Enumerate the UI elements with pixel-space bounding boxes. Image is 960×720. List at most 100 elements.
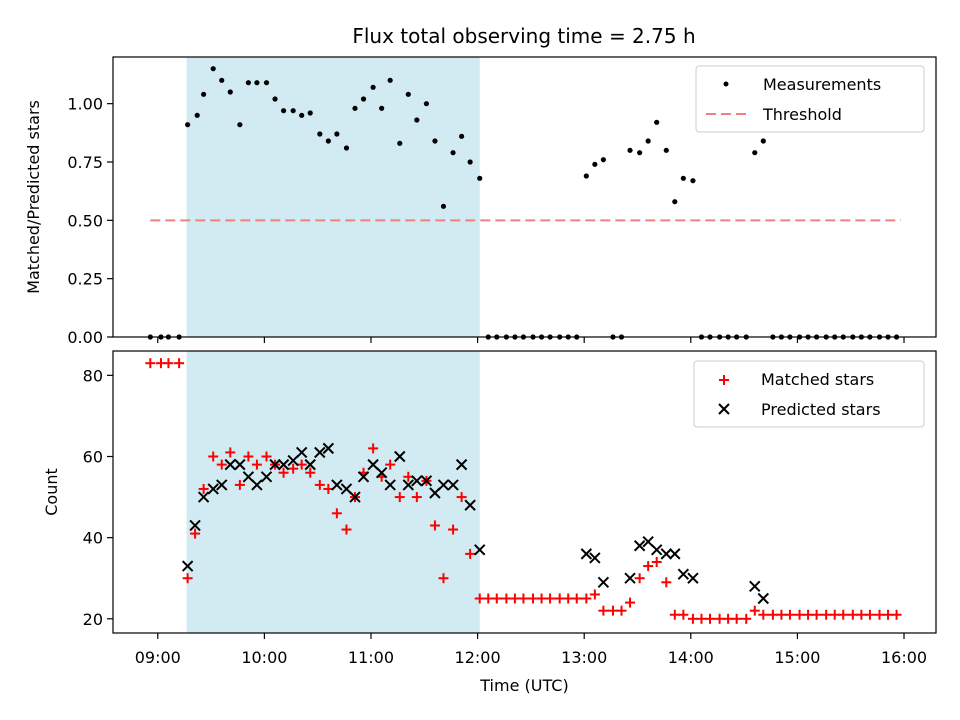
measurement-point — [325, 138, 331, 144]
matched-star-point — [501, 593, 512, 604]
top-legend: Measurements Threshold — [695, 65, 925, 133]
matched-star-point — [174, 358, 185, 369]
measurement-point — [397, 140, 403, 146]
top-y-tick-label: 0.00 — [67, 328, 103, 347]
predicted-marker-b — [420, 475, 433, 487]
matched-star-point — [589, 589, 600, 600]
predicted-marker-b — [597, 576, 610, 588]
matched-star-points — [145, 358, 902, 624]
measurement-point — [263, 80, 270, 86]
matched-star-point — [821, 609, 832, 620]
matched-star-point — [163, 358, 174, 369]
matched-star-point — [234, 479, 245, 490]
predicted-marker-b — [331, 479, 343, 491]
predicted-star-point — [687, 572, 699, 584]
predicted-marker-b — [633, 540, 646, 552]
predicted-marker-b — [411, 475, 423, 487]
bottom-legend: Matched stars Predicted stars — [693, 360, 925, 428]
predicted-marker-b — [181, 560, 194, 572]
matched-star-point — [448, 524, 459, 535]
legend-measurements-marker — [723, 81, 729, 87]
predicted-star-point — [447, 479, 459, 491]
predicted-marker-b — [402, 479, 415, 491]
matched-star-point — [190, 528, 201, 539]
matched-star-point — [758, 609, 769, 620]
predicted-star-point — [331, 479, 343, 491]
measurement-point — [299, 112, 305, 118]
bottom-y-axis-ticks: 20 40 60 80 — [83, 366, 113, 629]
x-tick-label: 09:00 — [135, 648, 181, 667]
matched-star-point — [385, 459, 396, 470]
predicted-marker-b — [224, 458, 236, 471]
predicted-marker-b — [314, 446, 326, 459]
predicted-marker-b — [242, 471, 255, 483]
matched-star-point — [794, 609, 805, 620]
bottom-y-tick-label: 60 — [83, 447, 103, 466]
measurement-point — [690, 178, 696, 184]
predicted-star-point — [669, 548, 681, 560]
matched-star-point — [678, 609, 689, 620]
x-tick-label: 10:00 — [241, 648, 287, 667]
predicted-marker-b — [650, 544, 663, 556]
predicted-marker-b — [580, 548, 593, 560]
top-y-tick-label: 1.00 — [67, 95, 103, 114]
matched-star-point — [491, 593, 502, 604]
predicted-marker-b — [669, 548, 681, 560]
matched-star-point — [341, 524, 352, 535]
matched-star-point — [856, 609, 867, 620]
bottom-y-tick-label: 20 — [83, 610, 103, 629]
predicted-star-point — [295, 446, 308, 459]
matched-star-point — [571, 593, 582, 604]
measurement-point — [405, 91, 411, 97]
predicted-star-point — [394, 450, 406, 463]
matched-star-point — [536, 593, 547, 604]
bottom-x-axis-ticks: 09:00 10:00 11:00 12:00 13:00 14:00 15:00 16:00 — [135, 633, 927, 667]
measurement-point — [194, 112, 200, 118]
matched-star-point — [438, 573, 449, 584]
measurement-point — [201, 91, 207, 97]
predicted-star-point — [181, 560, 194, 572]
legend-matched-marker — [719, 375, 729, 385]
measurement-point — [370, 84, 376, 90]
matched-star-point — [394, 492, 405, 503]
measurement-point — [343, 145, 350, 151]
predicted-marker-b — [437, 479, 450, 491]
top-legend-box — [695, 65, 925, 133]
matched-star-point — [528, 593, 539, 604]
matched-star-point — [429, 520, 440, 531]
matched-star-point — [581, 593, 592, 604]
matched-star-point — [288, 463, 299, 474]
measurement-point — [290, 108, 296, 114]
predicted-star-point — [660, 548, 672, 560]
matched-star-point — [616, 605, 627, 616]
matched-star-point — [483, 593, 494, 604]
predicted-star-point — [474, 544, 486, 556]
predicted-star-point — [304, 458, 316, 471]
matched-star-point — [847, 609, 858, 620]
matched-star-point — [883, 609, 894, 620]
chart-title: Flux total observing time = 2.75 h — [352, 24, 695, 48]
matched-star-point — [767, 609, 778, 620]
predicted-marker-b — [295, 446, 308, 459]
predicted-star-point — [464, 499, 476, 511]
predicted-star-point — [189, 519, 201, 532]
top-observing-interval-shade — [186, 57, 480, 337]
predicted-star-point — [597, 576, 610, 588]
predicted-marker-b — [216, 479, 228, 491]
predicted-star-point — [384, 479, 396, 491]
measurement-point — [760, 138, 766, 144]
bottom-legend-box — [693, 360, 925, 428]
matched-star-point — [661, 577, 672, 588]
predicted-marker-b — [589, 552, 601, 564]
predicted-marker-b — [349, 491, 361, 503]
top-y-axis-label: Matched/Predicted stars — [24, 100, 43, 294]
measurement-point — [459, 133, 465, 139]
matched-star-point — [314, 479, 325, 490]
matched-star-point — [278, 467, 289, 478]
x-tick-label: 13:00 — [561, 648, 607, 667]
predicted-marker-b — [394, 450, 406, 463]
matched-star-point — [864, 609, 875, 620]
x-axis-label: Time (UTC) — [479, 676, 568, 695]
legend-predicted-label: Predicted stars — [761, 400, 881, 419]
